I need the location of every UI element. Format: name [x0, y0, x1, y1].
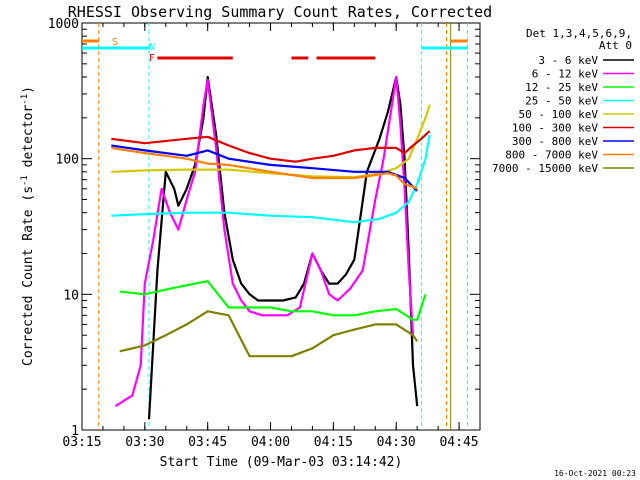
data-series	[111, 75, 431, 420]
flare-flag-label: F	[149, 53, 155, 64]
y-tick-label: 1000	[48, 17, 79, 32]
legend-entry-label: 3 - 6 keV	[538, 54, 598, 67]
axis-ticks: 03:15 03:30 03:45 04:00 04:15 04:30 04:45 1 10 10…	[48, 17, 481, 450]
x-axis-label: Start Time (09-Mar-03 03:14:42)	[160, 455, 403, 470]
plot-area	[81, 22, 481, 431]
y-tick-label: 10	[63, 288, 79, 303]
series-line	[119, 310, 419, 358]
legend-entry-label: 25 - 50 keV	[525, 95, 598, 108]
series-line	[114, 75, 415, 408]
series-line	[119, 280, 427, 321]
footer-date: 16-Oct-2021 00:23	[554, 469, 636, 478]
y-axis-label: Corrected Count Rate (s-1 detector-1)	[20, 86, 36, 366]
flag-bars: S NF	[82, 37, 468, 64]
legend-entry-label: 300 - 800 keV	[512, 135, 598, 148]
legend-entry-label: 6 - 12 keV	[532, 68, 599, 81]
x-tick-label: 03:30	[125, 435, 164, 450]
saa-flag-label: S	[112, 37, 118, 48]
x-tick-label: 04:30	[377, 435, 416, 450]
legend-header: Det 1,3,4,5,6,9,	[526, 27, 632, 40]
vertical-markers	[98, 23, 468, 430]
legend-entry-label: 7000 - 15000 keV	[492, 162, 598, 175]
y-tick-label: 100	[56, 153, 79, 168]
legend-header: Att 0	[599, 39, 632, 52]
x-tick-label: 04:00	[251, 435, 290, 450]
chart-title: RHESSI Observing Summary Count Rates, Co…	[68, 3, 492, 21]
series-line	[111, 130, 431, 163]
x-tick-label: 03:15	[62, 435, 101, 450]
series-line	[111, 134, 431, 224]
series-line	[111, 144, 418, 192]
legend-entry-label: 50 - 100 keV	[519, 108, 599, 121]
y-tick-label: 1	[71, 424, 79, 439]
legend-entry-label: 12 - 25 keV	[525, 81, 598, 94]
legend-entry-label: 800 - 7000 keV	[505, 149, 598, 162]
x-tick-label: 04:15	[314, 435, 353, 450]
night-flag-label: N	[149, 42, 155, 53]
x-tick-label: 04:45	[439, 435, 478, 450]
series-line	[111, 146, 418, 190]
x-tick-label: 03:45	[188, 435, 227, 450]
series-line	[147, 75, 419, 420]
legend-entry-label: 100 - 300 keV	[512, 122, 598, 135]
